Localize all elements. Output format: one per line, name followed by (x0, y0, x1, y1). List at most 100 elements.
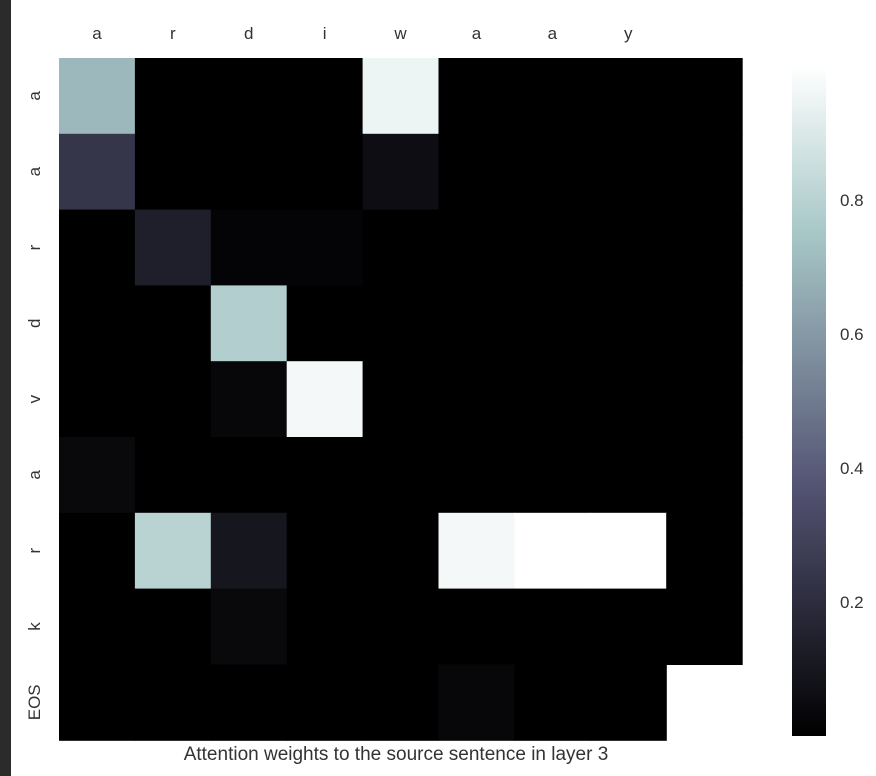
y-axis-ticks: a a r d v a r k EOS (25, 91, 44, 721)
colorbar-tick-label: 0.2 (840, 593, 864, 612)
heatmap-cell (438, 588, 515, 665)
heatmap-cell (590, 588, 667, 665)
heatmap-cell (438, 133, 515, 211)
heatmap-cell (514, 588, 591, 665)
y-tick-label: a (25, 91, 44, 101)
y-tick-label: r (25, 548, 44, 554)
heatmap-cell (134, 209, 212, 286)
heatmap-cell (59, 209, 136, 286)
heatmap-cell (59, 664, 136, 741)
heatmap-cell (134, 588, 212, 665)
heatmap-cell (286, 133, 364, 211)
heatmap-cell (438, 437, 515, 514)
heatmap-cell (666, 512, 743, 590)
heatmap-cell (590, 285, 667, 362)
heatmap-cell (666, 209, 743, 286)
heatmap-cell (438, 209, 515, 286)
heatmap-cell (286, 58, 364, 135)
x-tick-label: a (472, 24, 482, 43)
heatmap-cell (134, 58, 212, 135)
heatmap-cell (286, 285, 364, 362)
heatmap-cell (286, 664, 364, 741)
colorbar (792, 66, 826, 736)
heatmap-cells (59, 58, 743, 741)
x-tick-label: y (624, 24, 633, 43)
y-tick-label: k (25, 622, 44, 631)
heatmap-cell (134, 361, 212, 438)
heatmap-cell (514, 437, 591, 514)
heatmap-cell (362, 664, 440, 741)
heatmap-cell (210, 512, 288, 590)
colorbar-tick-label: 0.8 (840, 191, 864, 210)
heatmap-cell (59, 58, 136, 135)
x-tick-label: i (323, 24, 327, 43)
y-tick-label: v (25, 394, 44, 403)
heatmap-cell (210, 361, 288, 438)
y-tick-label: a (25, 166, 44, 176)
window-frame-edge (0, 0, 11, 776)
heatmap-cell (438, 361, 515, 438)
heatmap-cell (590, 133, 667, 211)
heatmap-cell (362, 285, 440, 362)
colorbar-ticks: 0.2 0.4 0.6 0.8 (840, 191, 864, 612)
heatmap-cell (59, 361, 136, 438)
heatmap-cell (286, 512, 364, 590)
heatmap-cell (59, 285, 136, 362)
x-tick-label: w (393, 24, 407, 43)
heatmap-cell (59, 512, 136, 590)
heatmap-cell (362, 588, 440, 665)
heatmap-cell (590, 512, 667, 590)
heatmap-cell (590, 437, 667, 514)
heatmap-cell (210, 588, 288, 665)
heatmap-cell (438, 58, 515, 135)
x-tick-label: r (170, 24, 176, 43)
heatmap-cell (514, 209, 591, 286)
heatmap-cell (362, 437, 440, 514)
heatmap-cell (438, 285, 515, 362)
heatmap-cell (286, 437, 364, 514)
heatmap-cell (362, 361, 440, 438)
heatmap-cell (134, 664, 212, 741)
heatmap-cell (362, 512, 440, 590)
heatmap-cell (362, 133, 440, 211)
heatmap-cell (134, 285, 212, 362)
y-tick-label: a (25, 470, 44, 480)
heatmap-cell (59, 588, 136, 665)
heatmap-cell (666, 361, 743, 438)
x-tick-label: a (548, 24, 558, 43)
heatmap-cell (590, 58, 667, 135)
heatmap-cell (286, 209, 364, 286)
heatmap-cell (210, 58, 288, 135)
heatmap-cell (514, 133, 591, 211)
heatmap-cell (286, 361, 364, 438)
heatmap-cell (134, 437, 212, 514)
heatmap-cell (286, 588, 364, 665)
heatmap-cell (362, 58, 440, 135)
heatmap-cell (210, 209, 288, 286)
heatmap-cell (666, 588, 743, 665)
heatmap-cell (134, 512, 212, 590)
x-tick-label: a (92, 24, 102, 43)
heatmap-cell (666, 58, 743, 135)
y-tick-label: d (25, 319, 44, 328)
heatmap-cell (210, 664, 288, 741)
heatmap-cell (514, 512, 591, 590)
heatmap-cell (210, 437, 288, 514)
x-axis-label: Attention weights to the source sentence… (184, 744, 609, 765)
colorbar-tick-label: 0.6 (840, 325, 864, 344)
heatmap-cell (362, 209, 440, 286)
heatmap-cell (210, 285, 288, 362)
heatmap-cell (514, 285, 591, 362)
heatmap-cell (590, 664, 667, 741)
heatmap-cell (666, 133, 743, 211)
y-tick-label: r (25, 244, 44, 250)
colorbar-tick-label: 0.4 (840, 459, 864, 478)
y-tick-label: EOS (25, 684, 44, 720)
heatmap-cell (514, 58, 591, 135)
heatmap-cell (514, 664, 591, 741)
heatmap-cell (134, 133, 212, 211)
heatmap-cell (438, 512, 515, 590)
x-tick-label: d (244, 24, 253, 43)
